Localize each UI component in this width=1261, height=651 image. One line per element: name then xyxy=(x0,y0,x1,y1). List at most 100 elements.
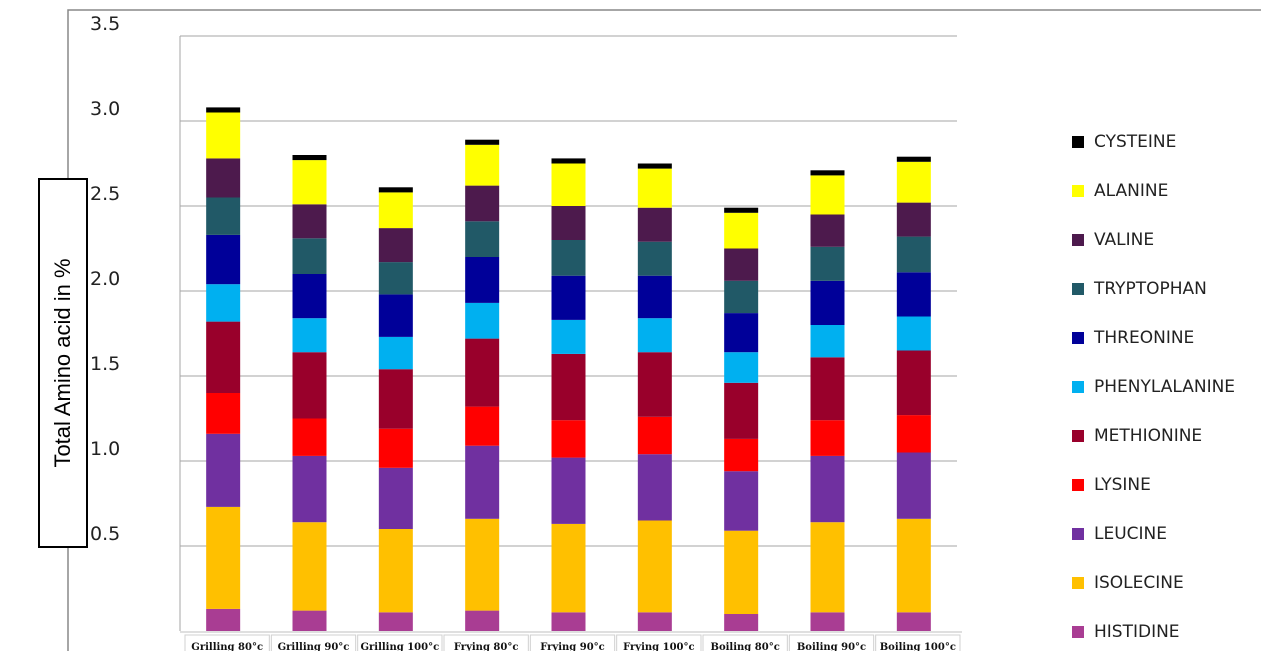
bar-segment xyxy=(292,204,327,239)
bar-segment xyxy=(378,294,413,337)
bar-segment xyxy=(378,187,413,193)
legend-swatch xyxy=(1072,479,1084,491)
bar-segment xyxy=(637,416,672,455)
y-tick-label: 2.5 xyxy=(90,183,120,205)
bar-segment xyxy=(465,185,500,222)
bar-segment xyxy=(465,257,500,303)
bar-segment xyxy=(724,248,759,281)
bar-segment xyxy=(810,357,845,421)
x-tick-label: Grilling 100°c xyxy=(360,642,439,651)
bar-segment xyxy=(896,612,931,631)
bar-segment xyxy=(551,158,586,164)
bar-segment xyxy=(551,240,586,276)
bar-segment xyxy=(292,155,327,161)
bar-segment xyxy=(896,518,931,613)
bar-stacks xyxy=(206,107,931,631)
legend-swatch xyxy=(1072,381,1084,393)
bar-segment xyxy=(637,207,672,242)
bar-segment xyxy=(810,246,845,281)
legend-label: ISOLECINE xyxy=(1094,573,1184,593)
bar-segment xyxy=(292,238,327,274)
legend-label: PHENYLALANINE xyxy=(1094,377,1235,397)
bar-segment xyxy=(551,457,586,524)
bar-segment xyxy=(465,144,500,186)
legend: CYSTEINE ALANINE VALINE TRYPTOPHAN THREONINE… xyxy=(1072,132,1235,642)
bar-segment xyxy=(896,452,931,519)
bar-segment xyxy=(292,610,327,631)
x-tick-label: Frying 100°c xyxy=(623,642,695,651)
bar-segment xyxy=(206,608,241,631)
bar-segment xyxy=(465,610,500,631)
x-tick-label: Grilling 90°c xyxy=(278,642,350,651)
bar-segment xyxy=(810,280,845,325)
bar-segment xyxy=(637,318,672,353)
bar-segment xyxy=(465,338,500,407)
bar-segment xyxy=(206,234,241,285)
x-tick-cell xyxy=(270,634,357,651)
bar-segment xyxy=(724,212,759,249)
bar-segment xyxy=(810,420,845,456)
legend-swatch xyxy=(1072,577,1084,589)
bar-segment xyxy=(810,455,845,523)
legend-swatch xyxy=(1072,136,1084,148)
bar-segment xyxy=(465,302,500,339)
legend-swatch xyxy=(1072,332,1084,344)
bar-segment xyxy=(637,520,672,613)
bar-segment xyxy=(551,523,586,613)
legend-swatch xyxy=(1072,234,1084,246)
y-axis-ticks: 0.5 1.0 1.5 2.0 2.5 3.0 3.5 xyxy=(90,13,120,545)
y-tick-label: 3.0 xyxy=(90,98,120,120)
x-tick-cell xyxy=(357,634,443,651)
bar-segment xyxy=(378,369,413,429)
bar-segment xyxy=(896,161,931,203)
bar-segment xyxy=(724,207,759,213)
y-tick-label: 0.5 xyxy=(90,523,120,545)
bar-segment xyxy=(206,321,241,393)
bar-segment xyxy=(465,445,500,519)
bar-segment xyxy=(465,518,500,611)
x-axis-ticks: Grilling 80°c Grilling 90°c Grilling 100°c… xyxy=(180,631,962,651)
x-tick-label: Boiling 90°c xyxy=(797,642,866,651)
x-tick-cell xyxy=(875,634,961,651)
bar-segment xyxy=(551,163,586,206)
y-tick-label: 3.5 xyxy=(90,13,120,35)
bar-segment xyxy=(637,168,672,208)
bar-segment xyxy=(637,163,672,169)
bar-segment xyxy=(810,175,845,215)
bar-segment xyxy=(378,467,413,529)
x-tick-cell xyxy=(529,634,616,651)
bar-segment xyxy=(896,156,931,162)
legend-swatch xyxy=(1072,528,1084,540)
legend-swatch xyxy=(1072,283,1084,295)
bar-segment xyxy=(551,353,586,421)
bar-segment xyxy=(292,160,327,205)
legend-swatch xyxy=(1072,430,1084,442)
bar-segment xyxy=(206,107,241,113)
bar-segment xyxy=(206,506,241,609)
bar-segment xyxy=(810,170,845,176)
bar-segment xyxy=(724,614,759,631)
bar-segment xyxy=(551,275,586,320)
y-tick-label: 1.5 xyxy=(90,353,120,375)
x-tick-label: Boiling 80°c xyxy=(711,642,780,651)
bar-segment xyxy=(896,272,931,317)
y-axis-label-box: Total Amino acid in % xyxy=(38,178,88,548)
legend-label: VALINE xyxy=(1094,230,1154,250)
legend-label: METHIONINE xyxy=(1094,426,1202,446)
bar-segment xyxy=(378,192,413,229)
legend-label: LYSINE xyxy=(1094,475,1151,495)
x-tick-label: Boiling 100°c xyxy=(880,642,956,651)
bar-segment xyxy=(206,433,241,507)
bar-segment xyxy=(896,415,931,453)
bar-segment xyxy=(378,612,413,631)
bar-segment xyxy=(896,316,931,351)
x-tick-label: Frying 80°c xyxy=(454,642,519,651)
bar-segment xyxy=(810,612,845,631)
bar-segment xyxy=(896,350,931,416)
bar-segment xyxy=(378,428,413,468)
bar-segment xyxy=(637,275,672,319)
bar-segment xyxy=(292,352,327,419)
bar-segment xyxy=(465,139,500,145)
x-tick-cell xyxy=(616,634,702,651)
x-tick-cell xyxy=(702,634,788,651)
